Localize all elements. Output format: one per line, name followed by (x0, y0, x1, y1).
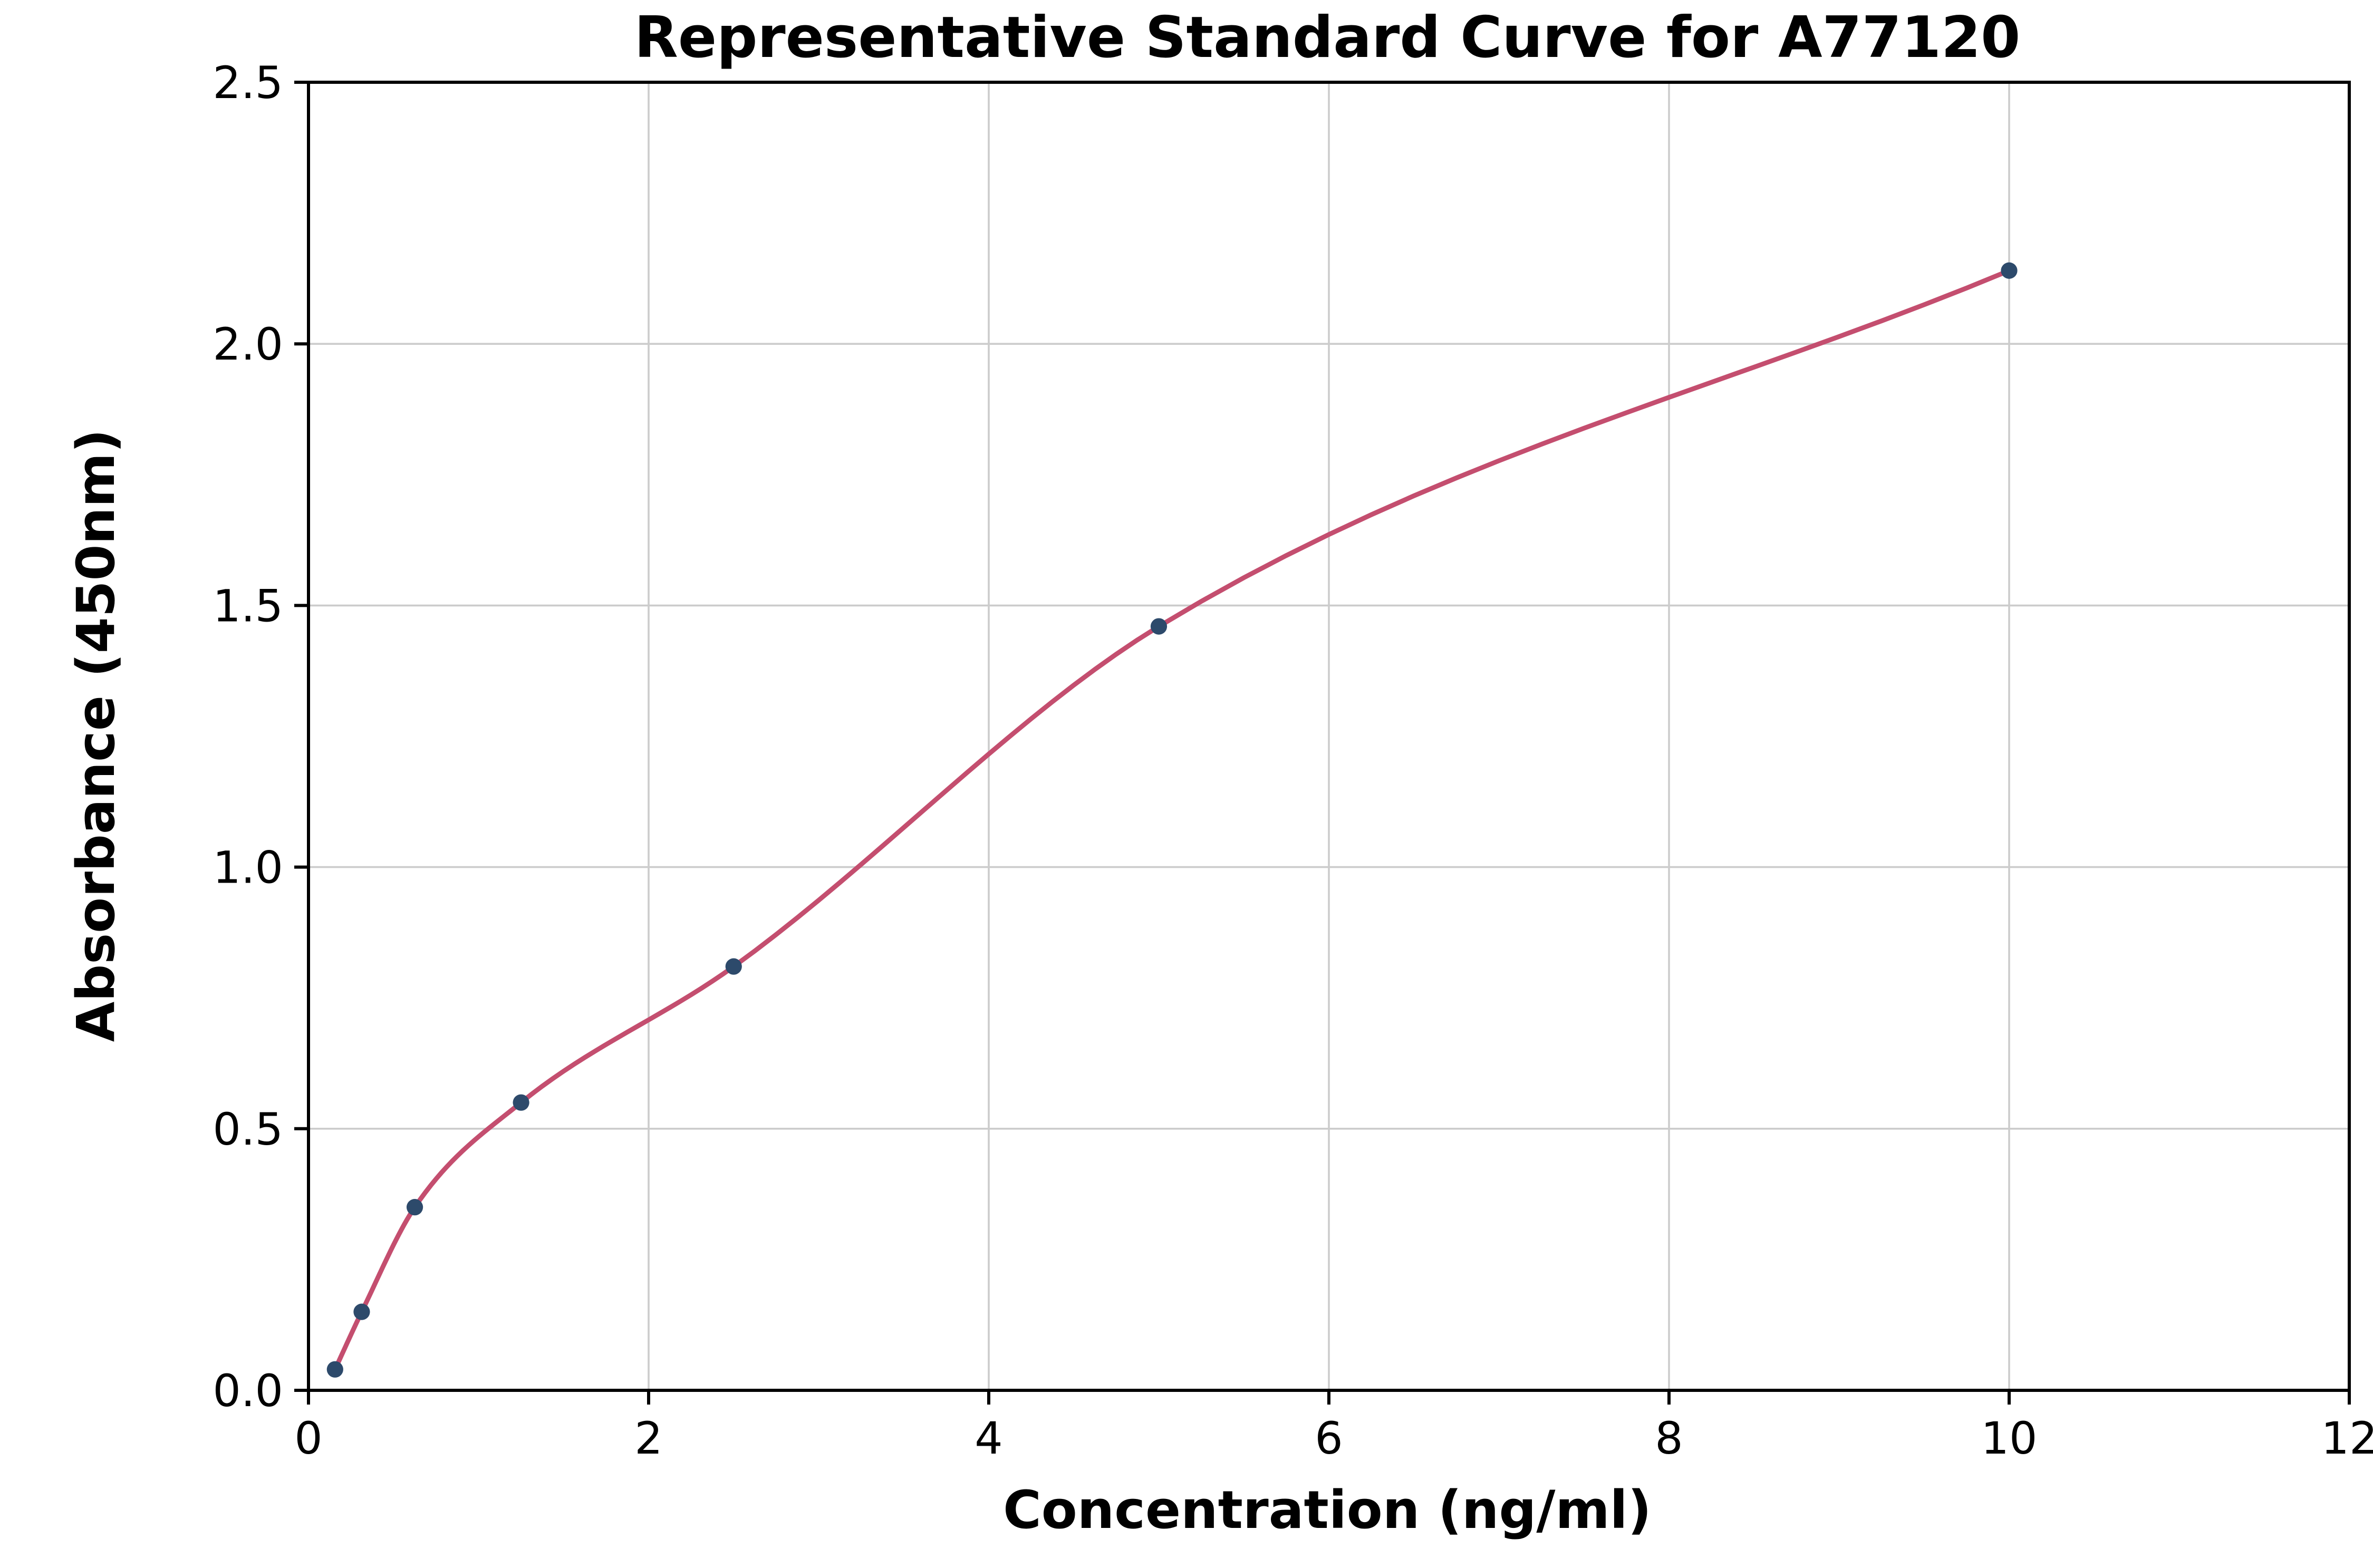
y-tick-label: 0.0 (213, 1365, 283, 1417)
y-tick-label: 2.0 (213, 318, 283, 370)
y-axis-label: Absorbance (450nm) (66, 429, 127, 1042)
data-point (406, 1199, 423, 1216)
x-tick-label: 2 (634, 1412, 662, 1464)
fit-curve (332, 268, 2012, 1372)
x-axis-label: Concentration (ng/ml) (1003, 1480, 1652, 1541)
y-tick-label: 1.0 (213, 842, 283, 894)
data-point (513, 1094, 529, 1111)
chart-title: Representative Standard Curve for A77120 (634, 5, 2021, 71)
x-tick-label: 4 (975, 1412, 1002, 1464)
data-point (353, 1303, 370, 1320)
y-tick-label: 2.5 (213, 57, 283, 109)
data-point (1150, 618, 1168, 635)
data-point (2001, 262, 2018, 279)
y-tick-label: 1.5 (213, 580, 283, 632)
data-point (725, 958, 742, 975)
x-tick-label: 8 (1655, 1412, 1683, 1464)
x-tick-label: 12 (2321, 1412, 2373, 1464)
x-tick-label: 0 (294, 1412, 322, 1464)
x-tick-label: 6 (1315, 1412, 1343, 1464)
x-tick-label: 10 (1981, 1412, 2038, 1464)
plot-area: 0 2 4 6 8 10 12 0.0 0.5 1.0 1.5 2.0 2.5 (213, 57, 2373, 1464)
data-point (326, 1361, 343, 1378)
y-tick-label: 0.5 (213, 1104, 283, 1155)
